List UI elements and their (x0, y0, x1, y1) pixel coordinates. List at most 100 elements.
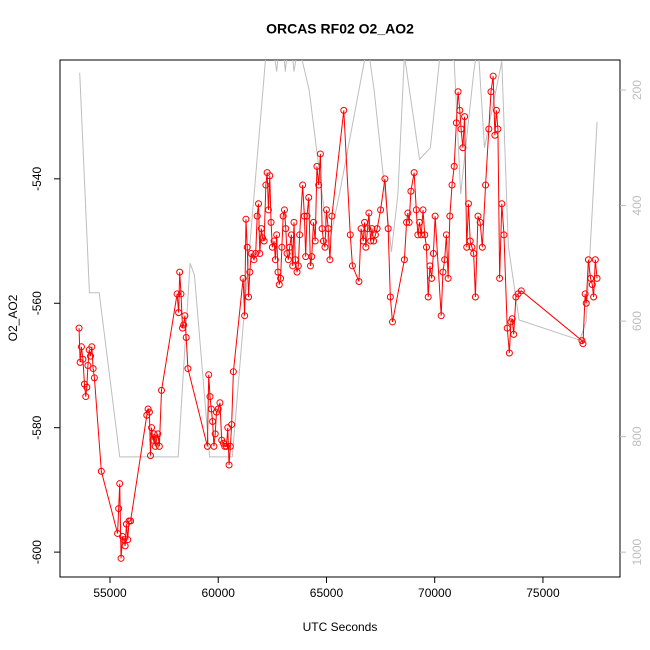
data-point (241, 312, 249, 320)
data-point (242, 215, 250, 223)
data-point (428, 274, 436, 282)
data-point (584, 256, 592, 264)
data-point (120, 536, 128, 544)
data-point (148, 424, 156, 432)
data-point (410, 169, 418, 177)
data-point (588, 281, 596, 289)
data-point (367, 237, 375, 245)
data-point (508, 315, 516, 323)
y2-tick-label: 200 (630, 80, 644, 100)
data-point (464, 200, 472, 208)
data-point (306, 262, 314, 270)
data-point (264, 206, 272, 214)
x-tick-label: 70000 (418, 586, 452, 600)
data-point (127, 517, 135, 525)
data-point (468, 243, 476, 251)
data-point (593, 274, 601, 282)
data-point (582, 299, 590, 307)
series-line (79, 60, 598, 458)
data-point (452, 119, 460, 127)
data-point (181, 312, 189, 320)
data-point (83, 383, 91, 391)
data-point (311, 237, 319, 245)
data-point (578, 337, 586, 345)
data-point (487, 88, 495, 96)
data-point (84, 361, 92, 369)
data-point (429, 249, 437, 257)
data-point (146, 452, 154, 460)
data-point (253, 212, 261, 220)
data-point (482, 181, 490, 189)
data-point (268, 243, 276, 251)
data-point (115, 505, 123, 513)
data-point (180, 321, 188, 329)
data-point (381, 175, 389, 183)
data-point (309, 218, 317, 226)
data-point (117, 554, 125, 562)
data-point (485, 125, 493, 133)
data-point (417, 231, 425, 239)
data-point (274, 268, 282, 276)
data-point (489, 72, 497, 80)
data-point (266, 172, 274, 180)
y2-tick-label: 400 (630, 195, 644, 215)
data-point (474, 212, 482, 220)
data-point (247, 249, 255, 257)
data-point (400, 256, 408, 264)
data-point (424, 293, 432, 301)
data-point (461, 113, 469, 121)
data-point (370, 237, 378, 245)
data-point (256, 249, 264, 257)
data-point (119, 533, 127, 541)
data-point (214, 405, 222, 413)
data-point (324, 225, 332, 233)
data-point (184, 365, 192, 373)
data-point (205, 371, 213, 379)
data-point (290, 218, 298, 226)
data-point (228, 421, 236, 429)
data-point (368, 225, 376, 233)
data-point (405, 218, 413, 226)
data-point (454, 88, 462, 96)
data-point (470, 249, 478, 257)
data-point (144, 405, 152, 413)
data-point (229, 368, 237, 376)
data-point (239, 274, 247, 282)
data-point (412, 206, 420, 214)
data-point (355, 277, 363, 285)
data-point (121, 542, 129, 550)
data-point (456, 106, 464, 114)
data-point (322, 206, 330, 214)
data-point (262, 181, 270, 189)
data-point (175, 309, 183, 317)
data-point (246, 268, 254, 276)
data-point (459, 144, 467, 152)
data-point (422, 243, 430, 251)
data-point (90, 374, 98, 382)
data-point (463, 243, 471, 251)
data-point (89, 365, 97, 373)
data-point (437, 312, 445, 320)
data-point (365, 209, 373, 217)
data-point (319, 237, 327, 245)
data-point (209, 417, 217, 425)
data-point (590, 293, 598, 301)
x-tick-label: 55000 (93, 586, 127, 600)
data-point (407, 187, 415, 195)
data-point (503, 324, 511, 332)
data-point (77, 343, 85, 351)
data-point (505, 349, 513, 357)
data-point (255, 200, 263, 208)
data-point (271, 256, 279, 264)
data-point (287, 231, 295, 239)
data-point (97, 467, 105, 475)
data-point (421, 231, 429, 239)
data-point (441, 256, 449, 264)
data-point (384, 225, 392, 233)
data-point (471, 293, 479, 301)
data-point (377, 206, 385, 214)
data-point (88, 343, 96, 351)
data-point (267, 218, 275, 226)
data-point (404, 209, 412, 217)
